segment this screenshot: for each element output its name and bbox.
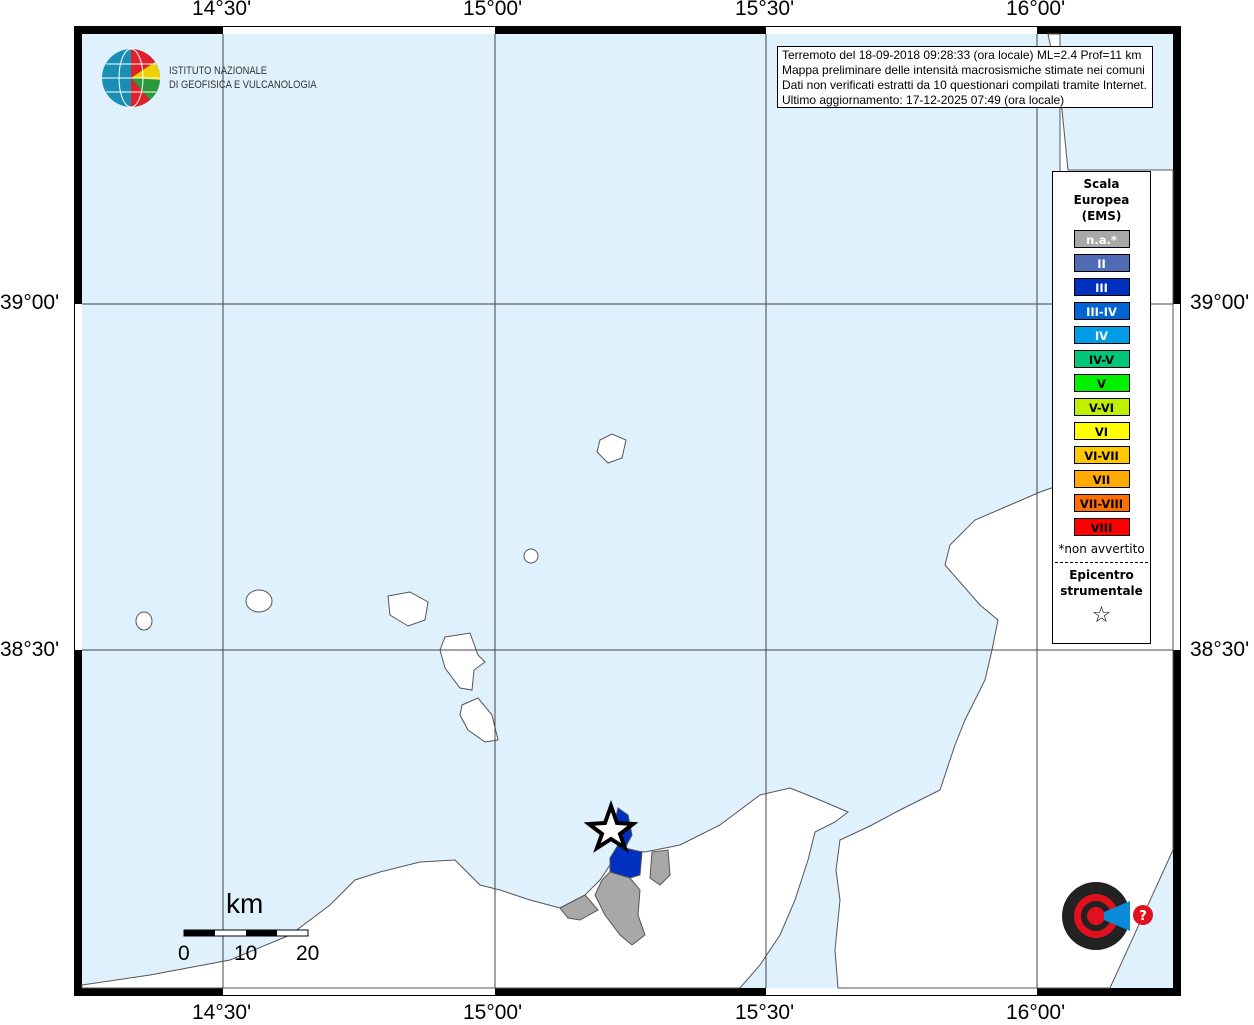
legend-title-line: Scala — [1083, 177, 1120, 191]
legend-swatch-iii-iv: III-IV — [1073, 302, 1130, 320]
top-tick: 14°30' — [192, 0, 252, 20]
legend-title-line: (EMS) — [1081, 209, 1122, 223]
legend-swatch-v-vi: V-VI — [1073, 398, 1130, 416]
map-description: Mappa preliminare delle intensità macros… — [782, 63, 1145, 77]
epicenter-label-line: Epicentro — [1069, 568, 1134, 582]
aeolian-islands — [135, 433, 627, 743]
legend-swatch-ii: II — [1073, 254, 1130, 272]
legend-swatch-vii-viii: VII-VIII — [1073, 494, 1130, 512]
left-tick: 39°00' — [0, 291, 60, 314]
legend-swatch-iv: IV — [1073, 326, 1130, 344]
top-tick: 15°30' — [735, 0, 795, 20]
scale-label: 20 — [296, 942, 320, 965]
frame-ticks — [75, 27, 1180, 995]
legend-title: Scala Europea (EMS) — [1053, 176, 1150, 224]
island-salina — [387, 591, 429, 627]
island-vulcano — [459, 697, 499, 743]
legend-swatch-na: n.a.* — [1073, 230, 1130, 248]
epicenter-star-icon — [583, 799, 639, 853]
legend-swatch-viii: VIII — [1073, 518, 1130, 536]
svg-text:?: ? — [1139, 909, 1147, 924]
legend-swatch-iv-v: IV-V — [1073, 350, 1130, 368]
island-panarea — [523, 548, 539, 564]
intensity-legend: Scala Europea (EMS) n.a.* II III III-IV IV IV… — [1052, 171, 1151, 644]
legend-swatch-vi: VI — [1073, 422, 1130, 440]
logo-line: ISTITUTO NAZIONALE — [169, 65, 268, 77]
island-stromboli — [596, 433, 627, 464]
bottom-tick: 14°30' — [192, 1001, 252, 1024]
scale-bar — [183, 929, 309, 937]
legend-swatch-v: V — [1073, 374, 1130, 392]
event-line: Terremoto del 18-09-2018 09:28:33 (ora l… — [782, 48, 1142, 62]
municipality-not-felt[interactable] — [559, 894, 599, 921]
municipality-not-felt[interactable] — [594, 871, 646, 946]
right-tick: 38°30' — [1190, 638, 1250, 661]
island-filicudi — [245, 589, 273, 613]
bottom-tick: 15°30' — [735, 1001, 795, 1024]
data-note: Dati non verificati estratti da 10 quest… — [782, 78, 1147, 92]
legend-swatch-vi-vii: VI-VII — [1073, 446, 1130, 464]
island-lipari — [439, 632, 486, 691]
legend-note: *non avvertito — [1058, 542, 1145, 556]
bottom-tick: 16°00' — [1006, 1001, 1066, 1024]
right-tick: 39°00' — [1190, 291, 1250, 314]
municipality-not-felt[interactable] — [649, 849, 671, 886]
top-tick: 16°00' — [1006, 0, 1066, 20]
scale-label: 0 — [178, 942, 190, 965]
island-alicudi — [135, 611, 153, 631]
top-tick: 15°00' — [463, 0, 523, 20]
graticule — [82, 34, 1173, 988]
legend-star-icon: ☆ — [1091, 603, 1112, 628]
last-update: Ultimo aggiornamento: 17-12-2025 07:49 (… — [782, 93, 1065, 107]
legend-swatch-vii: VII — [1073, 470, 1130, 488]
haisentito-logo[interactable]: ? — [1062, 882, 1153, 950]
scale-unit: km — [226, 888, 264, 919]
ingv-logo-text: ISTITUTO NAZIONALE DI GEOFISICA E VULCAN… — [169, 64, 317, 92]
bottom-tick: 15°00' — [463, 1001, 523, 1024]
left-tick: 38°30' — [0, 638, 60, 661]
epicenter-label-line: strumentale — [1060, 584, 1143, 598]
logo-line: DI GEOFISICA E VULCANOLOGIA — [169, 79, 317, 91]
legend-divider — [1055, 562, 1148, 563]
legend-swatch-iii: III — [1073, 278, 1130, 296]
scale-label: 10 — [234, 942, 258, 965]
event-info-box: Terremoto del 18-09-2018 09:28:33 (ora l… — [777, 46, 1153, 108]
ingv-logo — [102, 48, 161, 108]
legend-epicenter-label: Epicentro strumentale — [1053, 567, 1150, 599]
legend-title-line: Europea — [1073, 193, 1130, 207]
